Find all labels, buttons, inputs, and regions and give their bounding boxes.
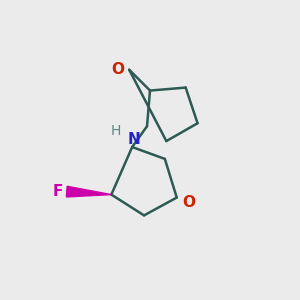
Text: O: O [111,62,124,77]
Text: N: N [127,132,140,147]
Text: H: H [111,124,121,138]
Polygon shape [66,186,111,197]
Text: F: F [53,184,63,199]
Text: O: O [182,194,195,209]
